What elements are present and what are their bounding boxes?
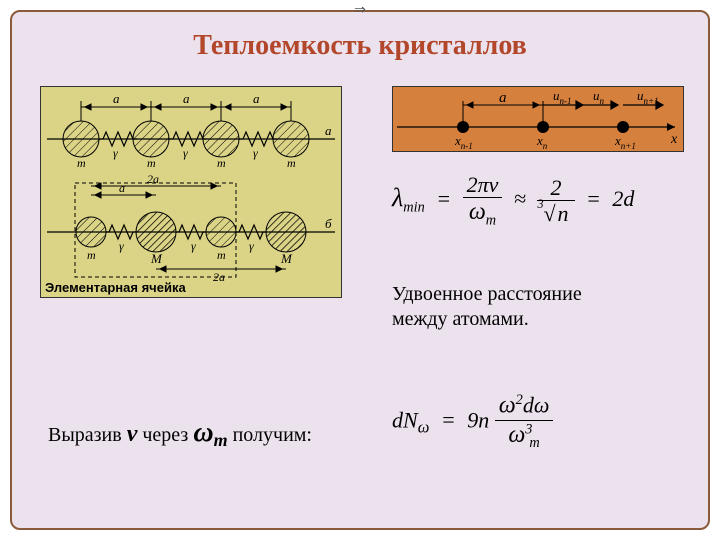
formula-lambda-min: λmin = 2πv ωm ≈ 2 3√n = 2d xyxy=(392,172,634,230)
text-expressing-v: Выразив v через ωm получим: xyxy=(48,417,312,451)
slide: ⇒ Теплоемкость кристаллов xyxy=(10,10,710,530)
svg-text:m: m xyxy=(87,248,96,262)
svg-text:a: a xyxy=(119,181,125,195)
svg-text:M: M xyxy=(280,251,293,266)
svg-text:a: a xyxy=(499,90,507,106)
svg-text:x: x xyxy=(670,132,678,147)
svg-text:m: m xyxy=(287,156,296,170)
svg-text:un+1: un+1 xyxy=(637,88,659,106)
svg-text:m: m xyxy=(217,248,226,262)
formula-dN: dNω = 9n ω2dω ω3m xyxy=(392,392,553,452)
svg-text:γ: γ xyxy=(191,239,196,253)
page-title: Теплоемкость кристаллов xyxy=(12,12,708,62)
svg-text:γ: γ xyxy=(113,146,118,160)
svg-text:a: a xyxy=(183,91,190,106)
a-label: a xyxy=(113,91,120,106)
svg-text:xn-1: xn-1 xyxy=(454,133,473,151)
svg-text:m: m xyxy=(217,156,226,170)
svg-text:б: б xyxy=(325,216,332,231)
svg-text:2a: 2a xyxy=(213,270,225,284)
svg-text:xn: xn xyxy=(536,133,548,151)
svg-text:γ: γ xyxy=(249,239,254,253)
svg-text:un-1: un-1 xyxy=(553,88,572,106)
svg-text:xn+1: xn+1 xyxy=(614,133,636,151)
figure-spring-chain: a a a m m m m γ γ γ а xyxy=(40,86,342,298)
svg-text:γ: γ xyxy=(253,146,258,160)
svg-text:а: а xyxy=(325,123,332,138)
svg-text:m: m xyxy=(147,156,156,170)
svg-text:M: M xyxy=(150,251,163,266)
arrow-annotation: ⇒ xyxy=(354,2,366,19)
svg-text:γ: γ xyxy=(183,146,188,160)
svg-text:2a: 2a xyxy=(147,172,159,186)
text-doubled-distance: Удвоенное расстояние между атомами. xyxy=(392,282,692,332)
svg-text:un: un xyxy=(593,88,605,106)
figure-1d-chain: a un-1 un un+1 xn-1 xn xn+1 x xyxy=(392,86,684,152)
svg-text:γ: γ xyxy=(119,239,124,253)
figure-caption: Элементарная ячейка xyxy=(45,280,186,295)
svg-text:a: a xyxy=(253,91,260,106)
svg-text:m: m xyxy=(77,156,86,170)
